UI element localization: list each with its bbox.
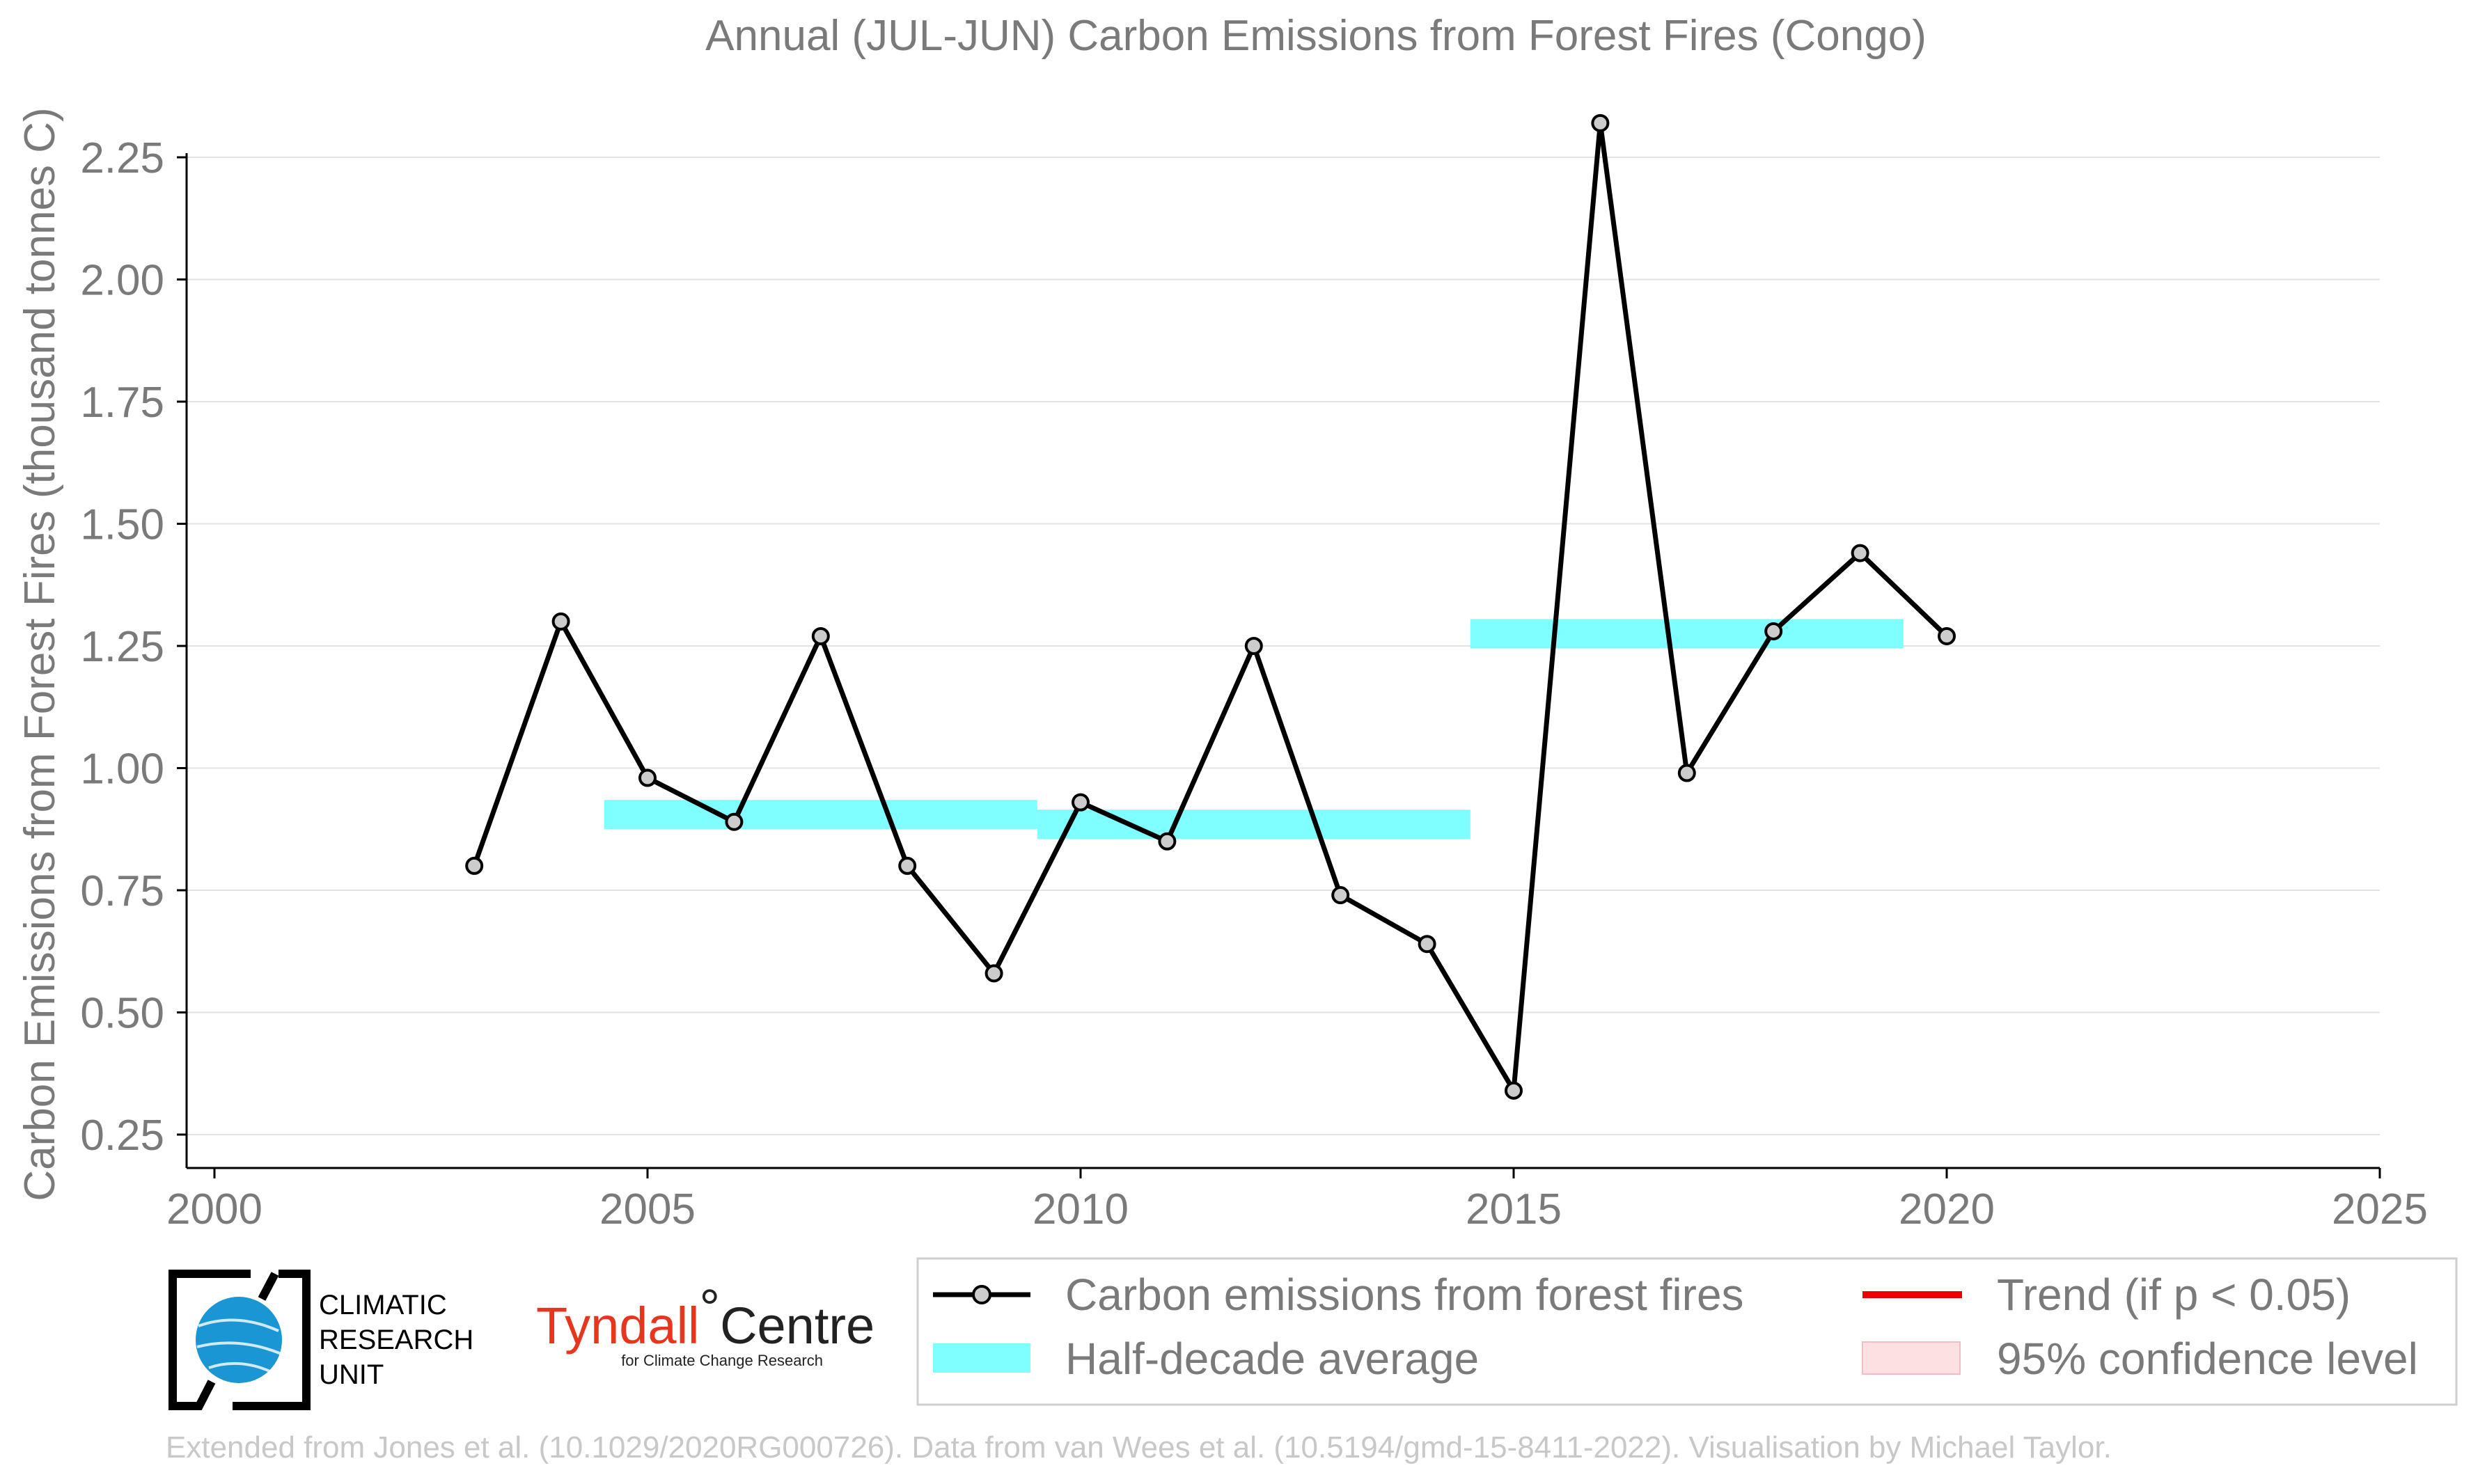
legend-label-trend: Trend (if p < 0.05) [1997,1270,2351,1320]
y-tick-label: 0.75 [80,867,164,915]
cru-logo-frame [168,1270,251,1410]
x-ticks: 2000 2005 2010 2015 2020 2025 [166,1168,2428,1233]
y-axis-label: Carbon Emissions from Forest Fires (thou… [16,107,64,1201]
emissions-point [1677,764,1696,782]
tyndall-subtitle: for Climate Change Research [621,1352,823,1369]
emissions-point [898,856,917,875]
x-tick-label: 2005 [599,1185,696,1233]
legend-band-icon [933,1343,1030,1373]
axes [185,153,2380,1169]
emissions-points [465,113,1956,1100]
half-decade-band [1470,619,1904,649]
legend-marker-icon [972,1285,991,1304]
emissions-line [471,120,1949,1094]
chart-title: Annual (JUL-JUN) Carbon Emissions from F… [705,12,1927,60]
cru-line-3: UNIT [319,1359,384,1390]
legend: Carbon emissions from forest fires Trend… [916,1257,2458,1406]
x-tick-label: 2025 [2332,1185,2428,1233]
emissions-point [1244,637,1263,655]
legend-confidence-icon [1862,1341,1961,1375]
emissions-point [551,612,570,631]
emissions-point [1505,1081,1523,1100]
tyndall-wordmark: Tyndall°Centre [536,1279,874,1355]
legend-label-half-decade: Half-decade average [1065,1334,1479,1384]
emissions-point [811,626,830,645]
half-decade-band [604,800,1037,830]
emissions-point [725,812,744,831]
y-tick-label: 0.50 [80,990,164,1038]
emissions-point [985,964,1003,983]
y-tick-label: 2.00 [80,257,164,305]
y-tick-label: 1.50 [80,501,164,549]
emissions-point [1764,622,1783,640]
emissions-point [1418,935,1436,954]
emissions-point [1072,793,1090,812]
y-tick-label: 2.25 [80,134,164,182]
y-tick-label: 1.00 [80,745,164,794]
x-tick-label: 2000 [166,1185,262,1233]
emissions-point [465,856,484,875]
y-tick-label: 1.75 [80,379,164,427]
footer-credits: Extended from Jones et al. (10.1029/2020… [166,1430,2112,1465]
legend-box [916,1257,2458,1406]
grid [187,157,2380,1135]
emissions-point [638,768,657,787]
tyndall-name-red: Tyndall [536,1297,699,1355]
tyndall-logo: Tyndall°Centre for Climate Change Resear… [536,1279,874,1369]
x-tick-label: 2020 [1899,1185,1995,1233]
legend-label-emissions: Carbon emissions from forest fires [1065,1270,1744,1320]
emissions-point [1158,832,1177,851]
half-decade-average-bands [604,619,1904,839]
y-tick-label: 0.25 [80,1112,164,1160]
cru-logo-frame-right [233,1270,311,1410]
cru-logo-slash [258,1272,279,1301]
x-tick-label: 2010 [1033,1185,1129,1233]
emissions-point [1591,113,1610,132]
y-ticks: 0.25 0.50 0.75 1.00 1.25 1.50 1.75 2.00 2.25 [80,134,187,1160]
cru-line-2: RESEARCH [319,1325,473,1355]
x-tick-label: 2015 [1466,1185,1562,1233]
y-tick-label: 1.25 [80,623,164,671]
tyndall-degree: ° [699,1279,720,1336]
tyndall-name-black: Centre [720,1297,874,1355]
emissions-point [1938,626,1956,645]
emissions-point [1851,544,1869,562]
cru-logo: CLIMATIC RESEARCH UNIT [168,1270,473,1410]
emissions-series [471,120,1949,1094]
cru-line-1: CLIMATIC [319,1290,447,1320]
legend-label-confidence: 95% confidence level [1997,1334,2418,1384]
globe-icon [196,1297,282,1383]
emissions-point [1331,886,1350,905]
globe-lines [196,1318,282,1374]
